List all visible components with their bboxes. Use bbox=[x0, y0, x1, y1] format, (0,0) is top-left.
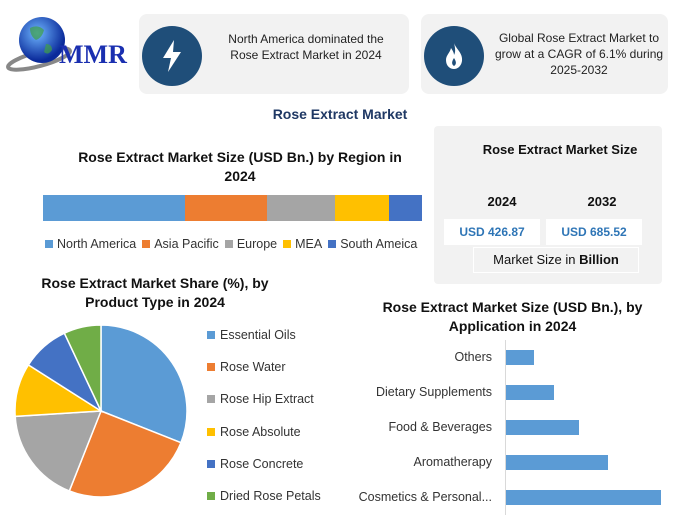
bar-label: Aromatherapy bbox=[413, 455, 492, 469]
title-line: Application in 2024 bbox=[448, 318, 577, 334]
info-card-region: North America dominated the Rose Extract… bbox=[139, 14, 409, 94]
legend-swatch bbox=[328, 240, 337, 248]
legend-label: Rose Absolute bbox=[220, 424, 301, 439]
legend-swatch bbox=[207, 427, 215, 436]
product-chart-title: Rose Extract Market Share (%), by Produc… bbox=[20, 274, 290, 312]
flame-icon bbox=[424, 26, 484, 86]
note-prefix: Market Size in bbox=[493, 252, 576, 267]
legend-swatch bbox=[283, 240, 292, 248]
market-size-box: Rose Extract Market Size 2024 2032 USD 4… bbox=[434, 126, 662, 284]
bar-label: Cosmetics & Personal... bbox=[358, 490, 492, 504]
legend-swatch bbox=[142, 240, 151, 248]
card-text-line: Rose Extract Market in 2024 bbox=[230, 48, 382, 62]
legend-swatch bbox=[207, 363, 215, 372]
card-text-line: North America dominated the bbox=[228, 32, 384, 46]
title-line: Rose Extract Market Size (USD Bn.), by bbox=[382, 299, 643, 315]
bar-cosmetics-personal bbox=[506, 490, 661, 505]
mmr-logo: MMR bbox=[4, 14, 134, 74]
card-text-line: 2025-2032 bbox=[550, 63, 608, 77]
bar-label: Others bbox=[454, 350, 492, 364]
legend-label: Rose Hip Extract bbox=[220, 392, 314, 407]
legend-item: Dried Rose Petals bbox=[207, 489, 321, 503]
bar-food-beverages bbox=[506, 420, 579, 435]
market-size-note: Market Size in Billion bbox=[473, 247, 639, 273]
bar-label: Dietary Supplements bbox=[375, 385, 492, 399]
bar-dietary-supplements bbox=[506, 385, 554, 400]
region-segment-mea bbox=[335, 195, 389, 221]
bar-label: Food & Beverages bbox=[388, 420, 492, 434]
legend-label: South Ameica bbox=[340, 237, 418, 251]
legend-label: Dried Rose Petals bbox=[220, 489, 321, 503]
pie-slice-dried-rose-petals bbox=[63, 324, 102, 412]
legend-item: North America bbox=[45, 237, 136, 251]
application-chart-title: Rose Extract Market Size (USD Bn.), by A… bbox=[370, 298, 655, 336]
region-segment-south-ameica bbox=[388, 195, 422, 221]
value-2032: USD 685.52 bbox=[546, 219, 642, 245]
legend-label: Asia Pacific bbox=[154, 237, 219, 251]
legend-swatch bbox=[224, 240, 233, 248]
application-axis bbox=[505, 340, 506, 515]
region-segment-north-america bbox=[43, 195, 186, 221]
legend-label: Essential Oils bbox=[220, 328, 296, 342]
bar-aromatherapy bbox=[506, 455, 608, 470]
info-card-cagr: Global Rose Extract Market to grow at a … bbox=[421, 14, 668, 94]
region-segment-asia-pacific bbox=[185, 195, 268, 221]
cagr-insight-text: Global Rose Extract Market to grow at a … bbox=[491, 30, 667, 78]
year-2024: 2024 bbox=[487, 194, 517, 209]
title-line: Product Type in 2024 bbox=[85, 294, 225, 310]
legend-label: Rose Concrete bbox=[220, 456, 304, 471]
value-2024: USD 426.87 bbox=[444, 219, 540, 245]
pie-slice-essential-oils bbox=[100, 324, 188, 444]
product-pie-chart bbox=[14, 324, 188, 498]
legend-item: Europe bbox=[224, 237, 278, 251]
legend-label: Europe bbox=[236, 237, 278, 251]
legend-item: Asia Pacific bbox=[142, 237, 219, 251]
card-text-line: grow at a CAGR of 6.1% during bbox=[494, 47, 664, 61]
card-text-line: Global Rose Extract Market to bbox=[498, 31, 660, 45]
globe-icon bbox=[6, 17, 72, 72]
legend-swatch bbox=[207, 331, 215, 339]
pie-slice-rose-hip-extract bbox=[14, 410, 103, 492]
legend-label: Rose Water bbox=[220, 360, 286, 375]
title-line: Rose Extract Market Share (%), by bbox=[41, 275, 269, 291]
legend-swatch bbox=[207, 459, 215, 468]
legend-item: Rose Absolute bbox=[207, 425, 301, 439]
legend-label: North America bbox=[57, 237, 137, 251]
legend-item: Essential Oils bbox=[207, 328, 296, 342]
lightning-icon bbox=[142, 26, 202, 86]
region-legend: North America Asia Pacific Europe MEA South … bbox=[45, 237, 417, 251]
market-size-title: Rose Extract Market Size bbox=[482, 142, 638, 157]
logo-text: MMR bbox=[59, 40, 127, 69]
page-title: Rose Extract Market bbox=[272, 106, 408, 122]
legend-item: Rose Concrete bbox=[207, 457, 303, 471]
region-insight-text: North America dominated the Rose Extract… bbox=[211, 31, 401, 63]
bar-others bbox=[506, 350, 534, 365]
year-2032: 2032 bbox=[587, 194, 617, 209]
region-segment-europe bbox=[267, 195, 336, 221]
legend-label: MEA bbox=[295, 237, 323, 251]
legend-item: South Ameica bbox=[328, 237, 417, 251]
legend-swatch bbox=[45, 240, 53, 248]
legend-swatch bbox=[207, 492, 215, 500]
legend-item: MEA bbox=[283, 237, 322, 251]
legend-item: Rose Hip Extract bbox=[207, 392, 314, 406]
region-chart-title: Rose Extract Market Size (USD Bn.) by Re… bbox=[70, 148, 410, 186]
title-line: Rose Extract Market Size (USD Bn.) by Re… bbox=[78, 149, 402, 165]
title-line: 2024 bbox=[224, 168, 256, 184]
pie-slice-rose-water bbox=[68, 410, 182, 498]
legend-item: Rose Water bbox=[207, 360, 286, 374]
legend-swatch bbox=[207, 395, 215, 404]
note-bold: Billion bbox=[579, 252, 619, 267]
region-stacked-bar bbox=[43, 195, 422, 221]
